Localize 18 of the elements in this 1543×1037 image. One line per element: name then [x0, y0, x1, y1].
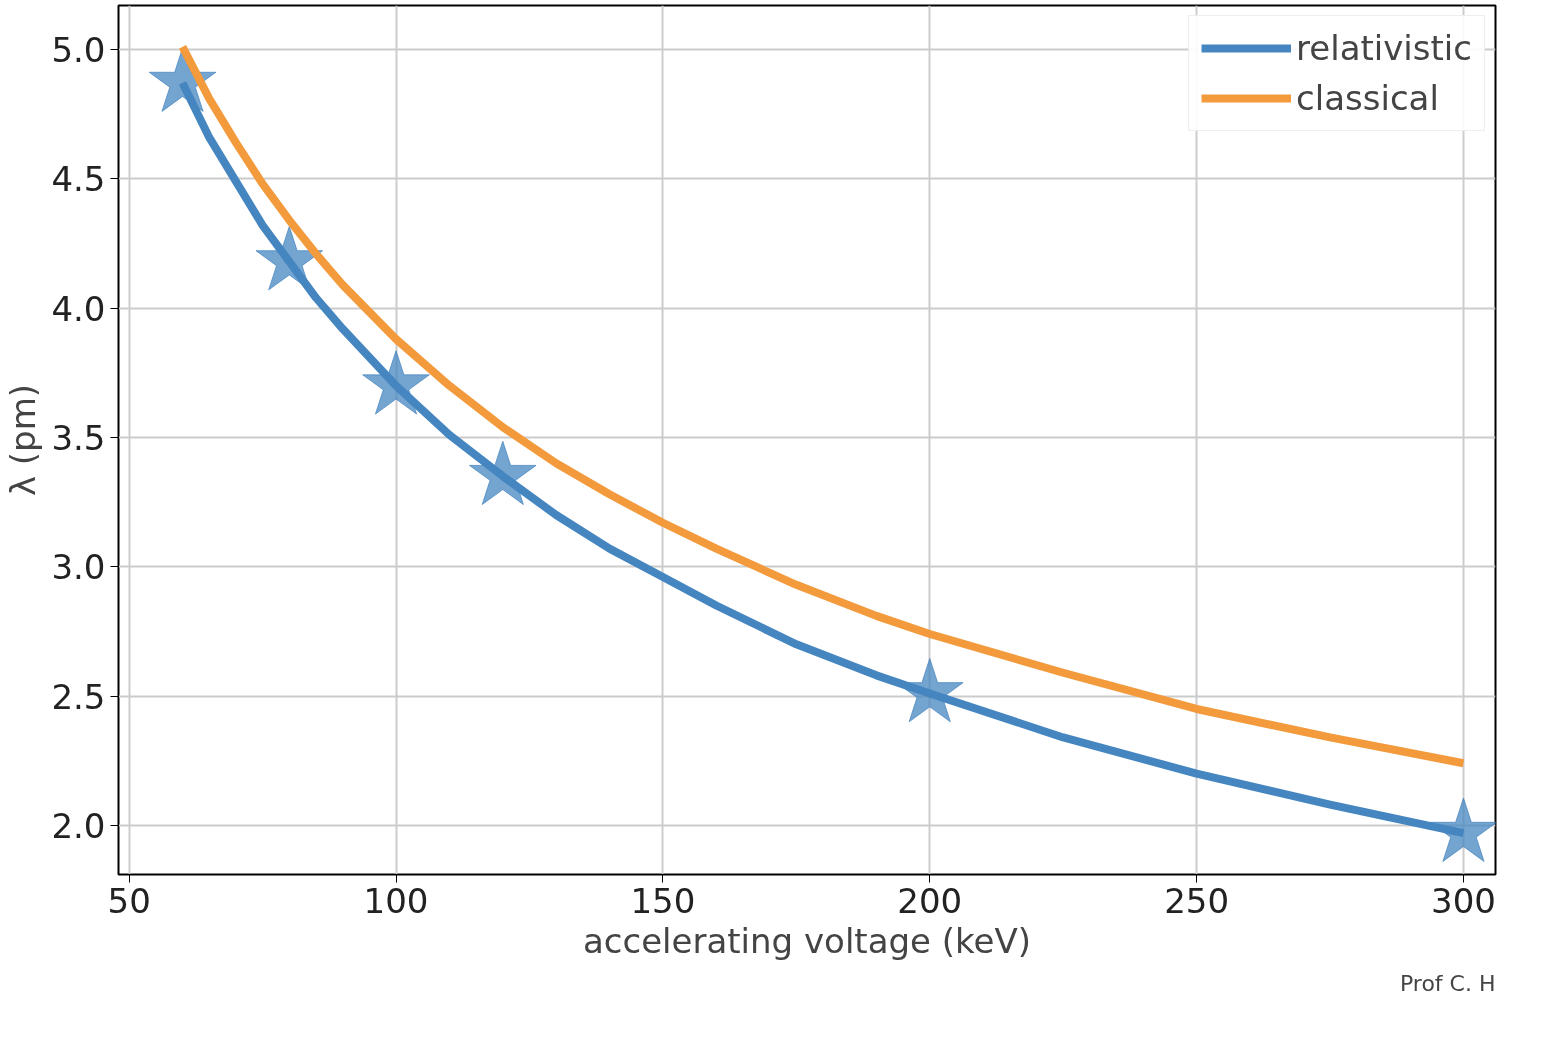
x-tick-label: 250	[1164, 880, 1230, 921]
x-tick-label: 200	[897, 880, 963, 921]
legend-label: relativistic	[1296, 28, 1472, 68]
x-tick-label: 150	[630, 880, 696, 921]
y-tick-label: 2.0	[51, 805, 106, 846]
x-axis-title: accelerating voltage (keV)	[582, 920, 1032, 961]
x-tick-label: 300	[1431, 880, 1496, 921]
text: Prof C. H	[1399, 970, 1496, 996]
x-tick-label: 50	[107, 880, 151, 921]
y-tick-label: 5.0	[51, 29, 106, 70]
y-tick-label: 3.0	[51, 547, 106, 588]
y-tick-label: 4.0	[51, 288, 106, 329]
legend-label: classical	[1296, 78, 1439, 118]
y-tick-label: 3.5	[51, 417, 106, 458]
y-axis-title: λ (pm)	[3, 383, 44, 497]
x-tick-label: 100	[363, 880, 429, 921]
y-tick-label: 2.5	[51, 676, 106, 717]
y-tick-label: 4.5	[51, 159, 106, 200]
